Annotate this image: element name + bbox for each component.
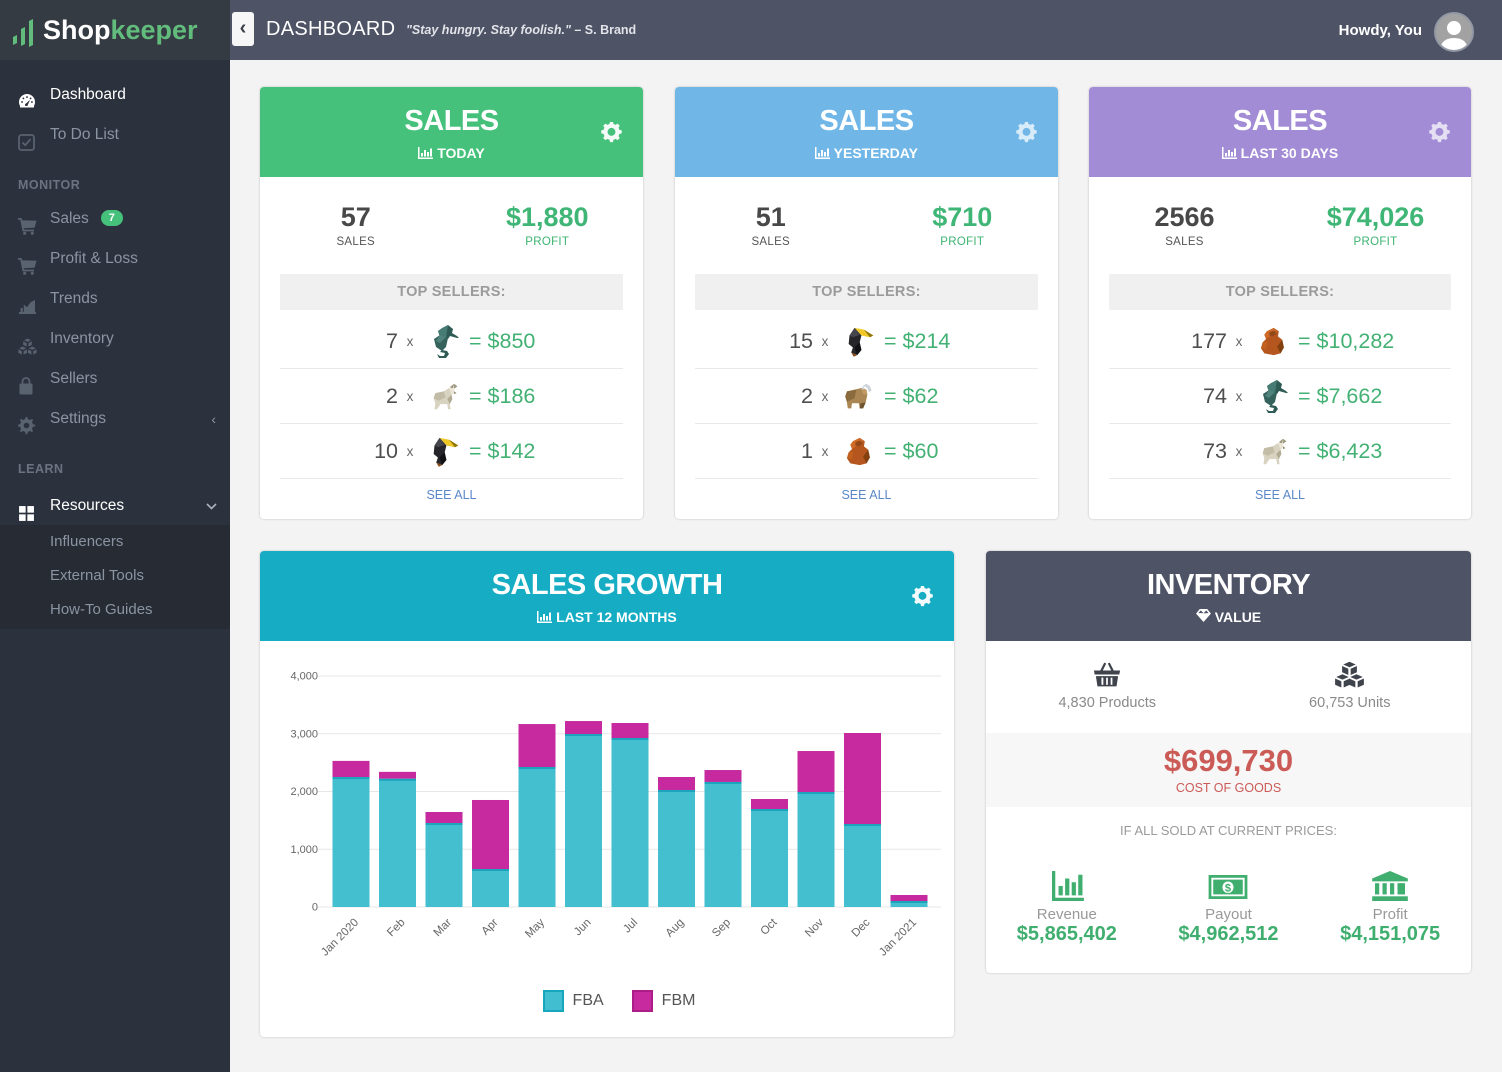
- svg-text:1,000: 1,000: [290, 844, 318, 856]
- svg-text:3,000: 3,000: [290, 728, 318, 740]
- svg-text:Jan 2020: Jan 2020: [319, 917, 361, 959]
- svg-text:Apr: Apr: [479, 917, 500, 938]
- svg-text:4,000: 4,000: [290, 671, 318, 683]
- svg-text:Dec: Dec: [850, 916, 873, 939]
- svg-text:Nov: Nov: [803, 916, 826, 939]
- svg-text:Jan 2021: Jan 2021: [877, 917, 919, 959]
- svg-text:Sep: Sep: [710, 917, 733, 940]
- svg-text:Feb: Feb: [385, 917, 408, 940]
- svg-text:Oct: Oct: [758, 916, 780, 938]
- svg-text:Aug: Aug: [664, 917, 687, 940]
- svg-text:Jul: Jul: [621, 917, 640, 936]
- svg-text:2,000: 2,000: [290, 786, 318, 798]
- svg-text:May: May: [523, 916, 547, 940]
- svg-text:Mar: Mar: [432, 917, 455, 940]
- svg-text:Jun: Jun: [572, 917, 594, 939]
- svg-text:0: 0: [312, 902, 318, 914]
- svg-text:$: $: [1225, 883, 1231, 895]
